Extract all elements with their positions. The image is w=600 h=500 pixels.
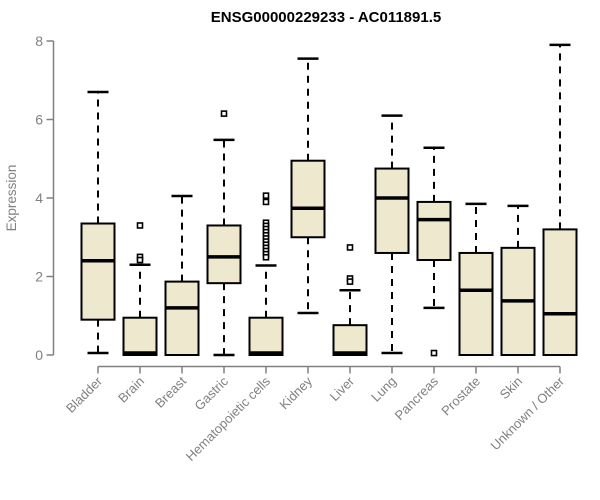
boxplot-brain (122, 222, 158, 356)
outlier-point (346, 278, 354, 285)
y-axis-tick-label: 6 (35, 112, 43, 128)
iqr-box (290, 159, 326, 239)
x-axis-label-prostate: Prostate (438, 374, 483, 419)
iqr-box (248, 316, 284, 356)
y-axis-title: Expression (4, 165, 19, 232)
outlier-point (136, 222, 144, 229)
outlier-point (136, 256, 144, 264)
outlier-point (262, 253, 270, 261)
outlier-point (220, 110, 228, 117)
iqr-box (122, 316, 158, 356)
iqr-box (164, 280, 200, 357)
x-axis-label-pancreas: Pancreas (392, 373, 442, 423)
outlier-point (430, 349, 438, 357)
y-axis-tick-label: 4 (35, 190, 43, 206)
boxplot-hematopoietic-cells (248, 192, 284, 356)
boxplot-gastric (206, 110, 242, 357)
boxplot-skin (500, 204, 536, 356)
boxplot-kidney (290, 57, 326, 315)
x-axis-label-breast: Breast (152, 373, 189, 410)
x-axis-label-skin: Skin (497, 374, 525, 402)
iqr-box (458, 251, 494, 356)
x-axis-label-bladder: Bladder (63, 373, 106, 416)
x-axis-label-unknown-other: Unknown / Other (488, 373, 568, 453)
boxplot-liver (332, 244, 368, 357)
iqr-box (542, 228, 578, 356)
boxplot-breast (164, 194, 200, 357)
x-axis-label-gastric: Gastric (191, 373, 231, 413)
boxplot-bladder (80, 90, 116, 355)
boxplot-prostate (458, 202, 494, 356)
outlier-point (346, 244, 354, 251)
x-axis-label-brain: Brain (115, 374, 147, 406)
y-axis-tick-label: 8 (35, 33, 43, 49)
boxplot-pancreas (416, 146, 452, 357)
outlier-point (262, 192, 270, 199)
iqr-box (206, 224, 242, 285)
boxplot-unknown-other (542, 43, 578, 356)
x-axis-label-lung: Lung (368, 374, 399, 405)
boxes-layer (80, 43, 578, 357)
y-axis-tick-label: 2 (35, 269, 43, 285)
y-axis-tick-label: 0 (35, 347, 43, 363)
chart-title: ENSG00000229233 - AC011891.5 (211, 9, 441, 26)
iqr-box (80, 222, 116, 321)
iqr-box (416, 200, 452, 262)
iqr-box (332, 324, 368, 357)
iqr-box (374, 167, 410, 254)
x-axis-label-kidney: Kidney (276, 373, 315, 412)
boxplot-lung (374, 114, 410, 355)
outlier-point (262, 198, 270, 206)
x-axis-label-liver: Liver (327, 373, 358, 404)
